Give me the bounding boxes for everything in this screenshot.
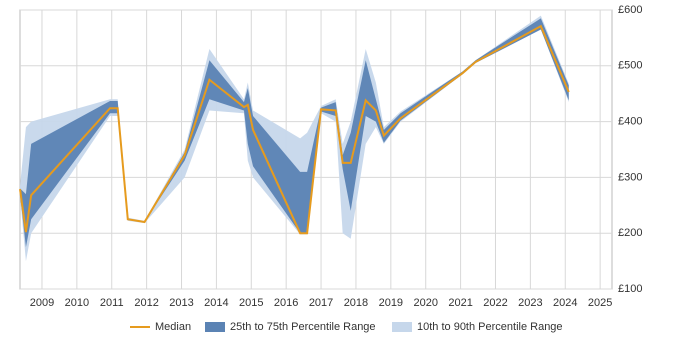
y-tick-label: £300 (618, 171, 642, 183)
legend-swatch (205, 322, 225, 332)
x-tick-label: 2010 (65, 297, 89, 309)
x-tick-label: 2016 (274, 297, 298, 309)
legend-label: Median (155, 321, 191, 333)
y-tick-label: £100 (618, 283, 642, 295)
x-tick-label: 2017 (309, 297, 333, 309)
x-tick-label: 2011 (100, 297, 124, 309)
x-tick-label: 2015 (239, 297, 263, 309)
y-tick-label: £500 (618, 60, 642, 72)
x-tick-label: 2012 (134, 297, 158, 309)
x-tick-label: 2024 (553, 297, 577, 309)
x-tick-label: 2019 (379, 297, 403, 309)
x-tick-label: 2013 (169, 297, 193, 309)
x-tick-label: 2020 (413, 297, 437, 309)
x-tick-label: 2021 (448, 297, 472, 309)
x-tick-label: 2023 (518, 297, 542, 309)
legend-label: 25th to 75th Percentile Range (230, 321, 376, 333)
x-tick-label: 2025 (588, 297, 612, 309)
x-tick-label: 2022 (483, 297, 507, 309)
legend-swatch (392, 322, 412, 332)
y-tick-label: £600 (618, 4, 642, 16)
x-tick-label: 2009 (30, 297, 54, 309)
y-tick-label: £200 (618, 227, 642, 239)
legend-label: 10th to 90th Percentile Range (417, 321, 563, 333)
x-tick-label: 2014 (204, 297, 228, 309)
median-line (19, 24, 570, 235)
x-tick-label: 2018 (344, 297, 368, 309)
y-tick-label: £400 (618, 116, 642, 128)
